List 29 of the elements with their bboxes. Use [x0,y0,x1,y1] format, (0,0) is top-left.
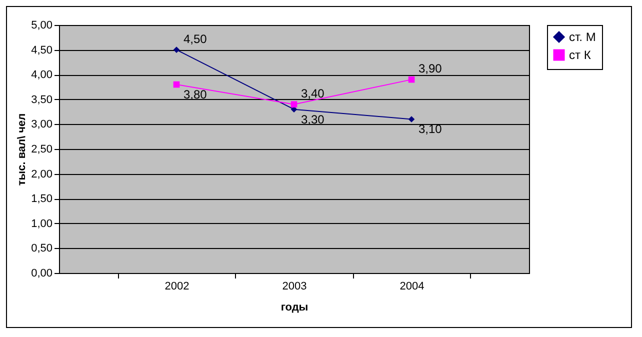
data-label: 4,50 [184,32,208,46]
point [408,116,415,122]
y-tick-label: 4,50 [31,44,52,56]
y-tick-label: 3,50 [31,94,52,106]
x-tick-label: 2004 [400,280,424,292]
data-label: 3,90 [418,62,442,76]
y-tick-label: 1,00 [31,218,52,230]
x-tick-label: 2003 [282,280,307,292]
y-tick-label: 4,00 [31,69,52,82]
point [408,76,415,83]
y-tick-label: 5,00 [31,20,52,32]
legend-label: ст. М [569,30,596,44]
data-label: 3,30 [301,112,325,126]
point [173,81,180,88]
point [173,46,180,53]
y-tick-label: 2,50 [31,144,52,156]
x-axis-title: годы [280,302,308,314]
y-axis-title: тыс. вал\ чел [16,113,28,186]
y-tick-label: 0,00 [31,268,52,280]
data-label: 3,40 [301,86,325,100]
y-tick-label: 0,50 [31,242,52,255]
y-tick-label: 1,50 [31,193,52,206]
y-tick-label: 2,00 [31,168,52,180]
data-label: 3,10 [418,122,442,136]
point [290,101,298,108]
legend-label: ст К [569,48,591,62]
y-tick-label: 3,00 [31,118,52,131]
data-label: 3,80 [184,88,208,102]
x-tick-label: 2002 [164,280,190,292]
